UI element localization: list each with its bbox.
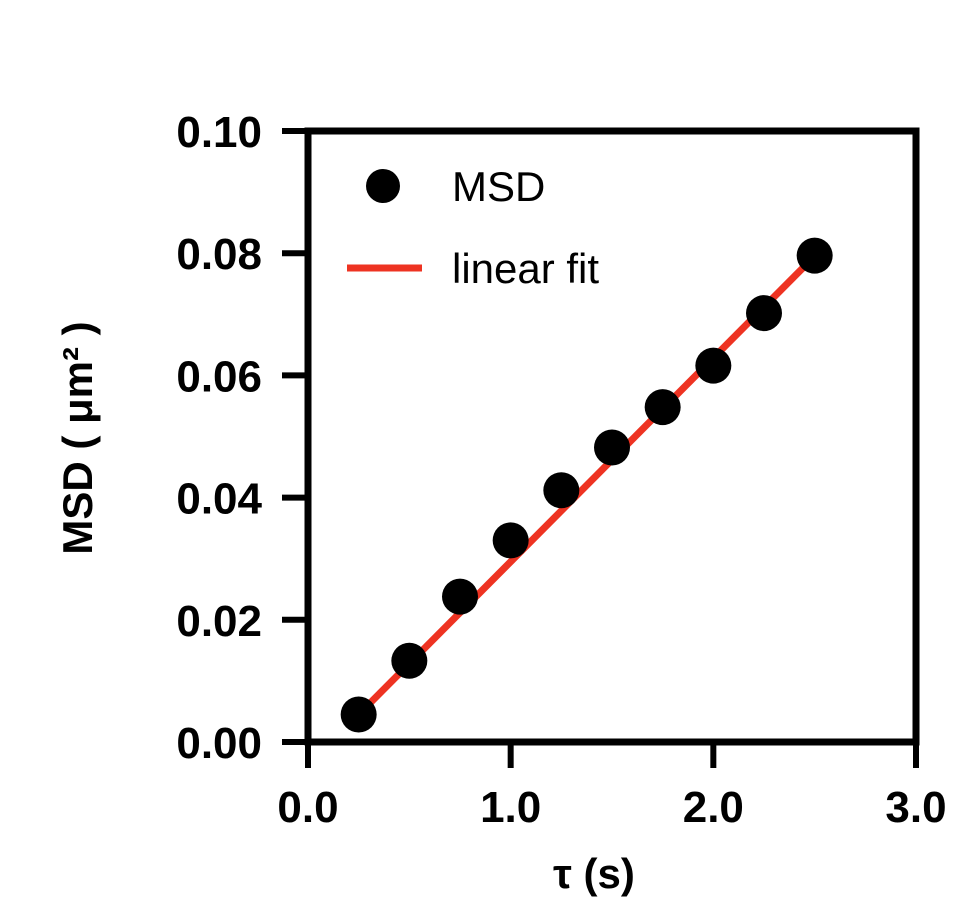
y-tick-label: 0.10 <box>176 108 262 157</box>
plot-frame <box>304 127 920 746</box>
msd-point <box>695 347 732 384</box>
x-tick-label: 3.0 <box>885 783 946 832</box>
legend-fit-label: linear fit <box>452 245 599 292</box>
msd-point <box>796 237 833 274</box>
msd-point <box>543 472 580 509</box>
y-axis-title: MSD ( μm² ) <box>54 321 101 554</box>
msd-point <box>644 389 681 426</box>
legend: MSD linear fit <box>347 163 599 292</box>
x-tick-label: 1.0 <box>480 783 541 832</box>
y-tick-label: 0.02 <box>176 597 262 646</box>
x-tick-label: 2.0 <box>683 783 744 832</box>
legend-msd-label: MSD <box>452 163 545 210</box>
msd-point <box>391 642 428 679</box>
linear-fit-layer <box>350 249 822 724</box>
y-axis-ticks: 0.00 0.02 0.04 0.06 0.08 0.10 <box>176 108 308 768</box>
x-tick-label: 0.0 <box>277 783 338 832</box>
msd-point <box>492 522 529 559</box>
y-tick-label: 0.00 <box>176 719 262 768</box>
x-axis-title: τ (s) <box>553 850 635 897</box>
x-axis-ticks: 0.0 1.0 2.0 3.0 <box>277 742 947 832</box>
msd-point <box>594 429 630 466</box>
y-tick-label: 0.06 <box>176 352 262 401</box>
legend-msd-marker <box>366 169 400 203</box>
msd-point <box>442 578 478 615</box>
msd-point <box>340 696 377 733</box>
y-tick-label: 0.04 <box>176 475 262 524</box>
linear-fit-line <box>350 249 822 724</box>
msd-points-layer <box>340 237 833 733</box>
msd-point <box>746 295 782 332</box>
y-tick-label: 0.08 <box>176 230 262 279</box>
